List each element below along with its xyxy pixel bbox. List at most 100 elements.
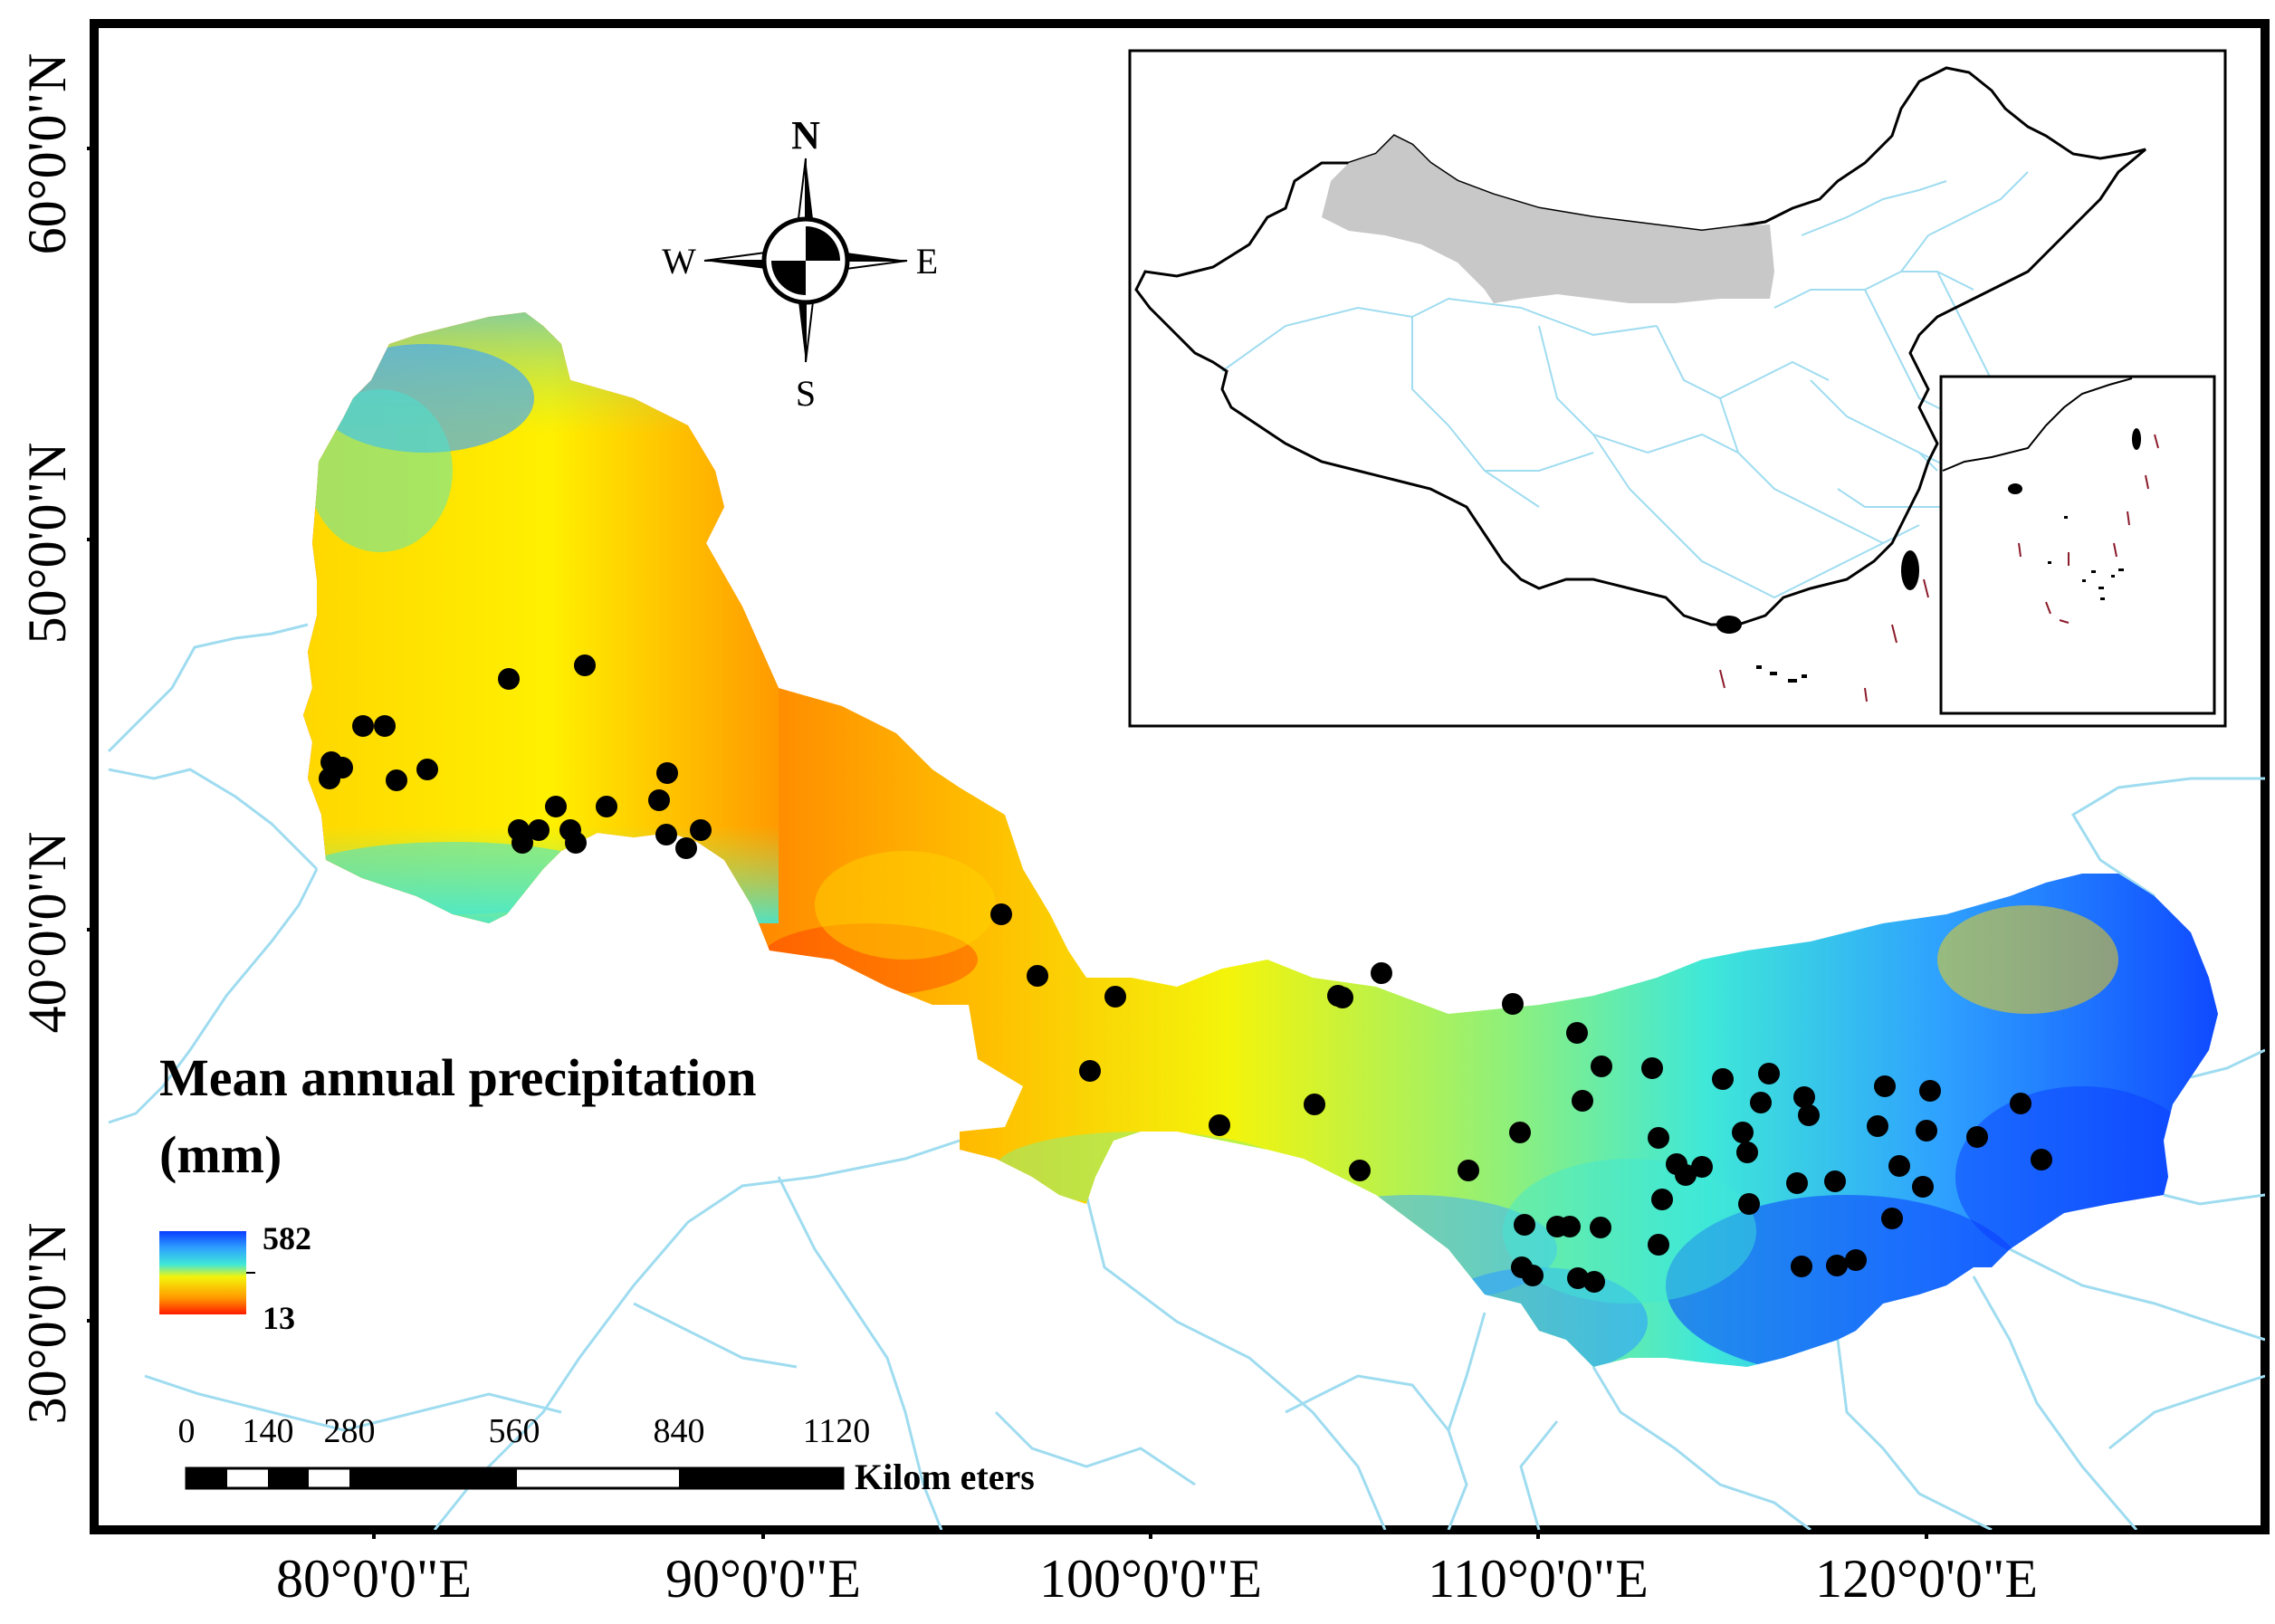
sampling-site-65	[1966, 1126, 1988, 1148]
sampling-site-17	[655, 824, 677, 845]
scale-bar: 0 140 280 560 840 1120 Kilom eters	[178, 1412, 1035, 1497]
sampling-site-62	[1912, 1176, 1934, 1198]
sampling-site-52	[1798, 1104, 1820, 1126]
compass-w-label: W	[662, 241, 696, 282]
graticule-ticks	[87, 147, 1928, 1539]
sampling-site-1	[498, 668, 520, 690]
sampling-site-22	[990, 903, 1012, 925]
sampling-site-46	[1732, 1122, 1754, 1143]
sampling-site-55	[1824, 1170, 1846, 1192]
lon-label-120e: 120°0'0"E	[1815, 1549, 2038, 1609]
sampling-site-58	[1867, 1115, 1888, 1137]
scale-tick-560: 560	[489, 1412, 540, 1450]
sampling-site-25	[1079, 1060, 1101, 1082]
sampling-site-44	[1691, 1156, 1713, 1178]
lon-label-80e: 80°0'0"E	[276, 1549, 472, 1609]
sampling-site-59	[1874, 1075, 1896, 1097]
sampling-site-38	[1641, 1057, 1663, 1079]
sampling-site-75	[1559, 1216, 1581, 1237]
sampling-site-63	[1916, 1120, 1937, 1142]
sampling-site-7	[331, 757, 353, 779]
lat-label-60n: 60°0'0"N	[17, 53, 77, 255]
scale-tick-280: 280	[324, 1412, 376, 1450]
sampling-site-53	[1786, 1172, 1808, 1194]
scale-tick-0: 0	[178, 1412, 196, 1450]
sampling-site-60	[1881, 1208, 1903, 1229]
sampling-site-21	[559, 819, 581, 841]
legend-title-line1: Mean annual precipitation	[159, 1048, 757, 1107]
inset-islands	[1716, 550, 1919, 683]
inset-south-china-sea-dashes	[2018, 434, 2159, 624]
sampling-site-71	[1567, 1267, 1589, 1289]
sampling-site-11	[528, 819, 550, 841]
sampling-site-8	[386, 769, 407, 791]
sampling-site-28	[1349, 1160, 1371, 1181]
scale-tick-140: 140	[243, 1412, 294, 1450]
sampling-site-45	[1712, 1068, 1734, 1090]
sampling-site-34	[1509, 1122, 1531, 1143]
sampling-site-16	[656, 762, 678, 784]
sampling-site-49	[1750, 1092, 1772, 1113]
sampling-site-24	[1104, 986, 1126, 1008]
sampling-site-3	[374, 715, 396, 737]
inset-south-china-sea-coast	[1942, 377, 2133, 472]
compass-n-label: N	[791, 113, 820, 158]
lat-label-30n: 30°0'0"N	[17, 1223, 77, 1425]
compass-e-label: E	[916, 241, 938, 282]
legend: Mean annual precipitation (mm) 582 13	[159, 1048, 757, 1336]
sampling-site-32	[1458, 1160, 1479, 1181]
legend-color-ramp	[159, 1231, 246, 1314]
sampling-site-31	[1327, 985, 1349, 1007]
lon-label-110e: 110°0'0"E	[1428, 1549, 1649, 1609]
legend-min-value: 13	[263, 1300, 295, 1336]
sampling-site-57	[1845, 1249, 1867, 1271]
sampling-site-73	[1511, 1256, 1533, 1278]
lat-label-50n: 50°0'0"N	[17, 443, 77, 645]
sampling-site-27	[1304, 1094, 1325, 1115]
background-boundaries	[107, 623, 2265, 1530]
legend-title-line2: (mm)	[159, 1125, 282, 1184]
sampling-site-12	[545, 796, 567, 817]
sampling-site-14	[596, 796, 617, 817]
sampling-site-26	[1209, 1114, 1230, 1136]
scale-unit-label: Kilom eters	[855, 1457, 1035, 1497]
sampling-site-18	[675, 837, 697, 859]
sampling-site-2	[574, 654, 596, 676]
sampling-site-15	[648, 789, 670, 811]
north-arrow: N S E W	[662, 113, 938, 414]
sampling-site-30	[1371, 962, 1392, 984]
sampling-site-37	[1572, 1090, 1593, 1112]
sampling-site-66	[2010, 1093, 2031, 1114]
sampling-site-56	[1826, 1255, 1848, 1276]
sampling-site-23	[1027, 965, 1048, 987]
lon-label-100e: 100°0'0"E	[1039, 1549, 1262, 1609]
sampling-site-67	[2031, 1149, 2052, 1170]
compass-s-label: S	[796, 373, 816, 414]
sampling-sites	[319, 654, 2052, 1293]
inset-map	[1128, 49, 2227, 728]
sampling-site-54	[1791, 1256, 1812, 1277]
scale-tick-840: 840	[654, 1412, 705, 1450]
sampling-site-50	[1758, 1063, 1780, 1084]
inset-south-china-sea-frame	[1939, 375, 2216, 715]
sampling-site-68	[1514, 1214, 1535, 1236]
sampling-site-4	[352, 715, 374, 737]
inset-dash-lines	[1719, 578, 1929, 702]
sampling-site-9	[416, 759, 438, 780]
sampling-site-51	[1793, 1086, 1815, 1108]
sampling-site-42	[1648, 1234, 1669, 1256]
legend-max-value: 582	[263, 1220, 311, 1256]
sampling-site-74	[1583, 1271, 1605, 1293]
scale-tick-1120: 1120	[803, 1412, 871, 1450]
sampling-site-48	[1738, 1193, 1760, 1215]
inset-south-china-sea-islands	[2008, 428, 2141, 600]
sampling-site-43	[1675, 1164, 1697, 1186]
sampling-site-47	[1736, 1142, 1758, 1163]
sampling-site-20	[511, 832, 533, 854]
sampling-site-64	[1919, 1080, 1941, 1102]
sampling-site-39	[1648, 1127, 1669, 1149]
sampling-site-19	[690, 819, 712, 841]
inset-study-area-highlight	[1322, 136, 1774, 303]
lon-label-90e: 90°0'0"E	[665, 1549, 861, 1609]
